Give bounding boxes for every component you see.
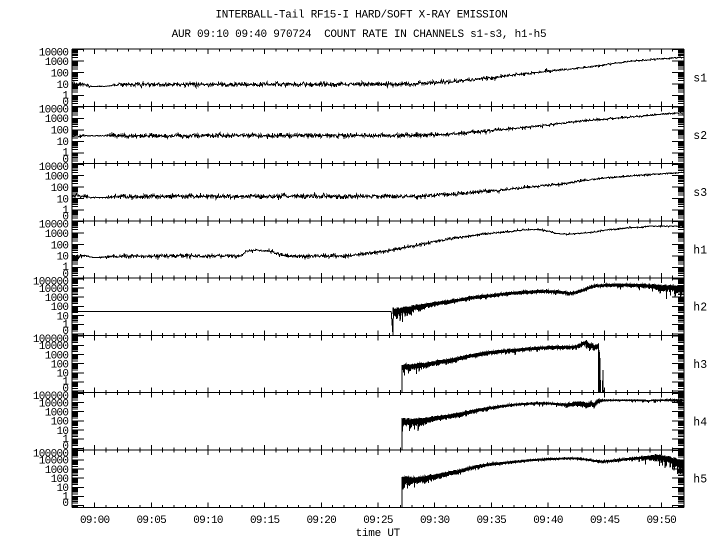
svg-text:1: 1 [62, 90, 69, 102]
svg-text:09:05: 09:05 [137, 515, 167, 527]
svg-text:10: 10 [56, 80, 68, 92]
svg-text:100: 100 [51, 474, 69, 486]
svg-text:1: 1 [62, 319, 69, 331]
svg-text:0: 0 [62, 498, 68, 510]
svg-text:10000: 10000 [39, 105, 69, 117]
svg-text:10000: 10000 [39, 341, 69, 353]
svg-text:10000: 10000 [39, 219, 69, 231]
svg-text:0: 0 [62, 326, 68, 338]
svg-text:100000: 100000 [33, 334, 69, 346]
svg-text:1: 1 [62, 434, 69, 446]
svg-text:h1: h1 [693, 244, 707, 257]
svg-text:0: 0 [62, 212, 68, 224]
svg-text:100: 100 [51, 359, 69, 371]
svg-text:0: 0 [62, 154, 68, 166]
svg-text:h5: h5 [693, 474, 707, 487]
svg-text:s1: s1 [693, 73, 707, 86]
svg-text:10: 10 [56, 483, 68, 495]
svg-text:10000: 10000 [39, 284, 69, 296]
svg-text:0: 0 [62, 269, 68, 281]
svg-text:h4: h4 [693, 416, 707, 429]
svg-text:0: 0 [62, 97, 68, 109]
svg-text:INTERBALL-Tail RF15-I HARD/SOF: INTERBALL-Tail RF15-I HARD/SOFT X-RAY EM… [215, 10, 507, 22]
svg-text:100: 100 [51, 417, 69, 429]
svg-text:1000: 1000 [45, 172, 69, 184]
svg-text:10: 10 [56, 252, 68, 264]
svg-text:100: 100 [51, 183, 69, 195]
svg-text:time UT: time UT [356, 528, 401, 540]
svg-text:s3: s3 [693, 187, 707, 200]
svg-text:1000: 1000 [45, 408, 69, 420]
svg-text:09:00: 09:00 [80, 515, 110, 527]
svg-text:1000: 1000 [45, 114, 69, 126]
svg-text:0: 0 [62, 384, 68, 396]
svg-text:10: 10 [56, 311, 68, 323]
svg-text:10000: 10000 [39, 47, 69, 59]
svg-text:h3: h3 [693, 359, 707, 372]
svg-text:09:25: 09:25 [363, 515, 393, 527]
svg-text:1: 1 [62, 491, 69, 503]
svg-text:09:30: 09:30 [420, 515, 450, 527]
svg-text:100000: 100000 [33, 391, 69, 403]
svg-text:1000: 1000 [45, 57, 69, 69]
svg-text:10: 10 [56, 426, 68, 438]
svg-text:09:40: 09:40 [533, 515, 563, 527]
svg-text:1: 1 [62, 377, 69, 389]
svg-text:h2: h2 [693, 302, 707, 315]
svg-text:09:15: 09:15 [250, 515, 280, 527]
svg-text:100: 100 [51, 302, 69, 314]
svg-text:09:50: 09:50 [647, 515, 677, 527]
svg-text:10000: 10000 [39, 456, 69, 468]
svg-text:1000: 1000 [45, 465, 69, 477]
svg-text:10000: 10000 [39, 398, 69, 410]
svg-text:1000: 1000 [45, 350, 69, 362]
svg-text:09:35: 09:35 [477, 515, 507, 527]
svg-text:s2: s2 [693, 130, 707, 143]
svg-text:1000: 1000 [45, 229, 69, 241]
svg-text:100: 100 [51, 68, 69, 80]
svg-text:100: 100 [51, 240, 69, 252]
svg-text:100: 100 [51, 126, 69, 138]
svg-text:10: 10 [56, 369, 68, 381]
svg-text:10: 10 [56, 137, 68, 149]
svg-text:100000: 100000 [33, 448, 69, 460]
svg-text:1: 1 [62, 148, 69, 160]
svg-text:10000: 10000 [39, 162, 69, 174]
svg-text:1000: 1000 [45, 293, 69, 305]
svg-text:1: 1 [62, 262, 69, 274]
svg-text:10: 10 [56, 194, 68, 206]
svg-text:09:20: 09:20 [307, 515, 337, 527]
svg-text:0: 0 [62, 441, 68, 453]
svg-text:09:45: 09:45 [590, 515, 620, 527]
svg-text:AUR 09:10 09:40 970724 COUNT: AUR 09:10 09:40 970724 COUNT RATE IN CHA… [172, 29, 547, 41]
svg-text:100000: 100000 [33, 277, 69, 289]
svg-text:09:10: 09:10 [193, 515, 223, 527]
svg-text:1: 1 [62, 205, 69, 217]
